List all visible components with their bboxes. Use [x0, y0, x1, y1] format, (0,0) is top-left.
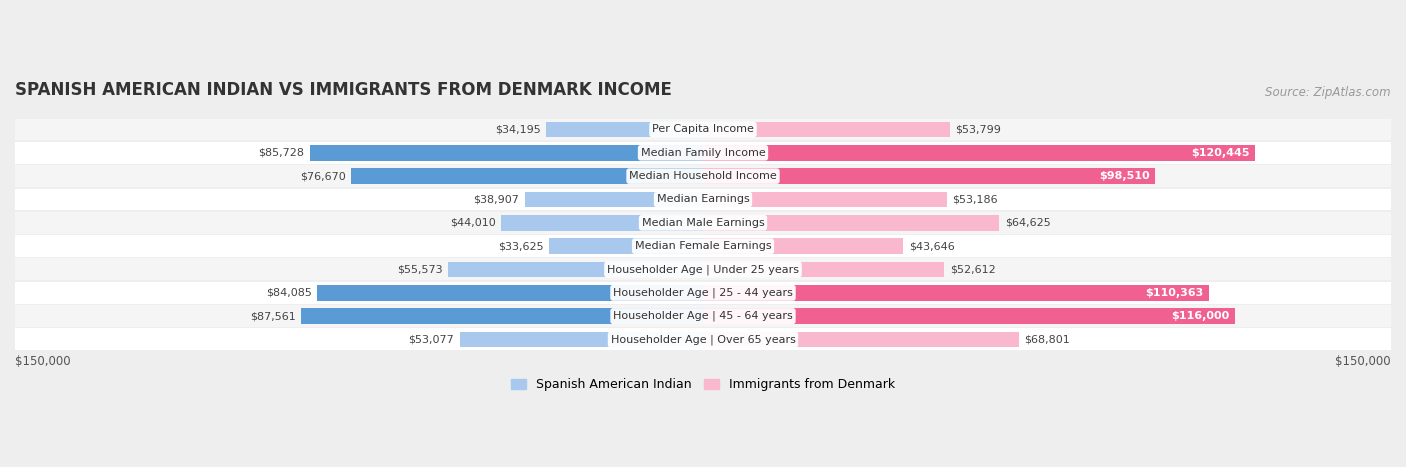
Bar	[352, 168, 703, 184]
Text: $85,728: $85,728	[259, 148, 304, 158]
Text: $150,000: $150,000	[1336, 354, 1391, 368]
Text: $84,085: $84,085	[266, 288, 312, 298]
Text: $43,646: $43,646	[908, 241, 955, 251]
Bar	[703, 145, 1256, 161]
Text: $53,077: $53,077	[408, 334, 454, 345]
Text: $116,000: $116,000	[1171, 311, 1230, 321]
Bar	[546, 121, 703, 137]
Text: $55,573: $55,573	[396, 264, 443, 275]
Text: Householder Age | Over 65 years: Householder Age | Over 65 years	[610, 334, 796, 345]
Text: $150,000: $150,000	[15, 354, 70, 368]
Text: $44,010: $44,010	[450, 218, 496, 228]
Bar	[703, 262, 945, 277]
Bar	[548, 238, 703, 254]
Bar	[15, 328, 1391, 350]
Text: Median Male Earnings: Median Male Earnings	[641, 218, 765, 228]
Text: $64,625: $64,625	[1005, 218, 1050, 228]
Text: Median Family Income: Median Family Income	[641, 148, 765, 158]
Bar	[703, 121, 950, 137]
Bar	[703, 238, 903, 254]
Text: Householder Age | 25 - 44 years: Householder Age | 25 - 44 years	[613, 288, 793, 298]
Text: Median Household Income: Median Household Income	[628, 171, 778, 181]
Bar	[703, 285, 1209, 301]
Text: $76,670: $76,670	[299, 171, 346, 181]
Bar	[15, 305, 1391, 327]
Text: $52,612: $52,612	[950, 264, 995, 275]
Bar	[318, 285, 703, 301]
Text: $53,799: $53,799	[955, 125, 1001, 134]
Text: $38,907: $38,907	[474, 194, 519, 205]
Text: $110,363: $110,363	[1146, 288, 1204, 298]
Bar	[15, 142, 1391, 164]
Bar	[15, 165, 1391, 187]
Bar	[703, 332, 1018, 347]
Text: Source: ZipAtlas.com: Source: ZipAtlas.com	[1265, 86, 1391, 99]
Bar	[703, 215, 1000, 231]
Bar	[15, 119, 1391, 141]
Text: $34,195: $34,195	[495, 125, 541, 134]
Text: $68,801: $68,801	[1024, 334, 1070, 345]
Bar	[703, 168, 1154, 184]
Bar	[449, 262, 703, 277]
Bar	[460, 332, 703, 347]
Bar	[524, 191, 703, 207]
Text: $53,186: $53,186	[952, 194, 998, 205]
Text: $120,445: $120,445	[1191, 148, 1250, 158]
Text: Householder Age | 45 - 64 years: Householder Age | 45 - 64 years	[613, 311, 793, 321]
Bar	[703, 308, 1234, 324]
Text: Householder Age | Under 25 years: Householder Age | Under 25 years	[607, 264, 799, 275]
Text: Per Capita Income: Per Capita Income	[652, 125, 754, 134]
Text: $33,625: $33,625	[498, 241, 543, 251]
Bar	[15, 235, 1391, 257]
Text: Median Earnings: Median Earnings	[657, 194, 749, 205]
Bar	[15, 189, 1391, 211]
Bar	[301, 308, 703, 324]
Bar	[309, 145, 703, 161]
Text: $98,510: $98,510	[1098, 171, 1149, 181]
Bar	[501, 215, 703, 231]
Bar	[15, 282, 1391, 304]
Text: $87,561: $87,561	[250, 311, 295, 321]
Text: SPANISH AMERICAN INDIAN VS IMMIGRANTS FROM DENMARK INCOME: SPANISH AMERICAN INDIAN VS IMMIGRANTS FR…	[15, 81, 672, 99]
Text: Median Female Earnings: Median Female Earnings	[634, 241, 772, 251]
Bar	[15, 212, 1391, 234]
Bar	[703, 191, 948, 207]
Bar	[15, 259, 1391, 280]
Legend: Spanish American Indian, Immigrants from Denmark: Spanish American Indian, Immigrants from…	[506, 373, 900, 396]
